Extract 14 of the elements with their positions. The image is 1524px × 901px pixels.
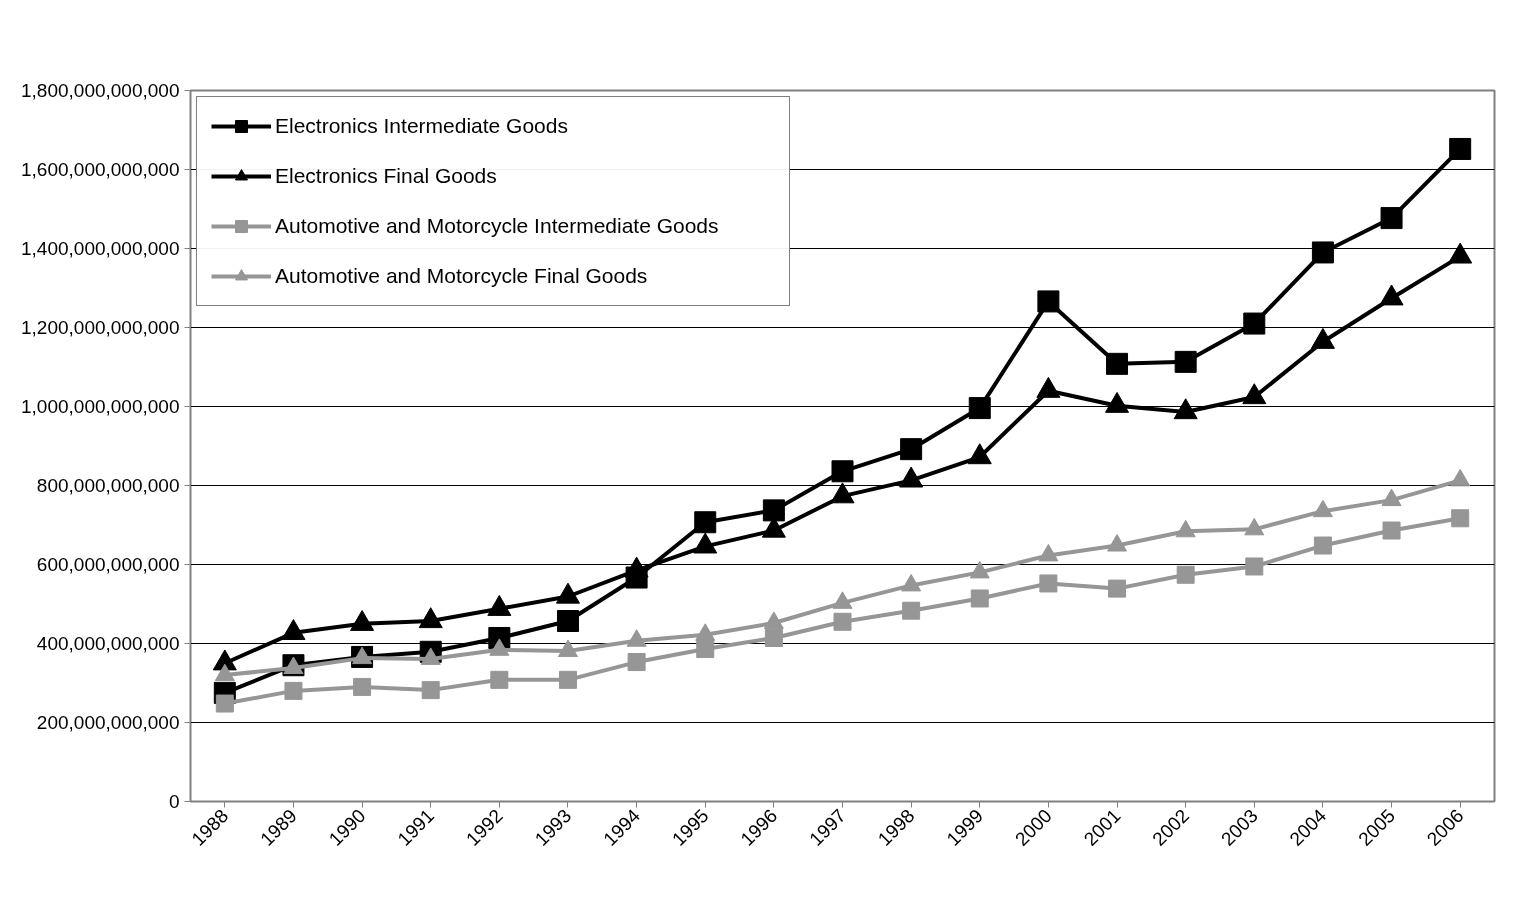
legend-label: Automotive and Motorcycle Intermediate Goods bbox=[275, 214, 720, 238]
y-tick-label: 1,000,000,000,000 bbox=[21, 396, 180, 417]
y-tick-label: 1,400,000,000,000 bbox=[21, 238, 180, 259]
y-tick-label: 1,200,000,000,000 bbox=[21, 317, 180, 338]
y-tick-label: 200,000,000,000 bbox=[36, 712, 180, 733]
y-tick-label: 400,000,000,000 bbox=[36, 633, 180, 654]
y-tick-label: 1,800,000,000,000 bbox=[21, 80, 180, 101]
y-tick-label: 600,000,000,000 bbox=[36, 554, 180, 575]
y-tick-label: 800,000,000,000 bbox=[36, 475, 180, 496]
legend-label: Electronics Intermediate Goods bbox=[275, 114, 569, 138]
y-tick-label: 1,600,000,000,000 bbox=[21, 159, 180, 180]
y-tick-label: 0 bbox=[168, 791, 180, 812]
legend-label: Electronics Final Goods bbox=[275, 164, 498, 188]
legend-label: Automotive and Motorcycle Final Goods bbox=[275, 264, 649, 288]
